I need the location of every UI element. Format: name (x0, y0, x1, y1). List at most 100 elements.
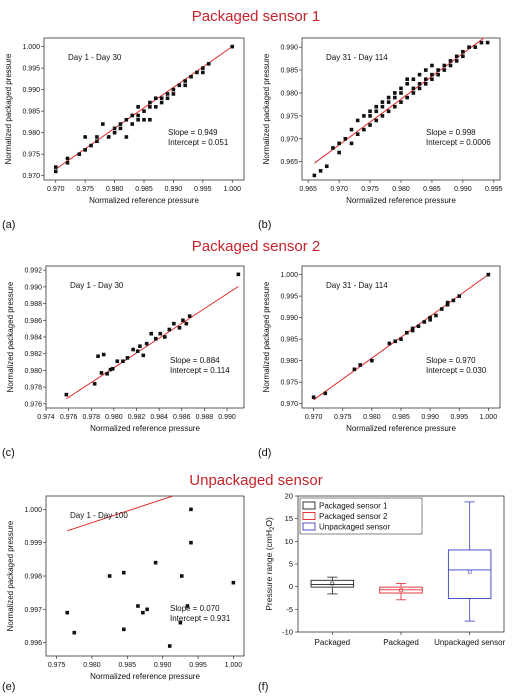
data-point (189, 540, 193, 545)
panel-label: (d) (258, 447, 271, 459)
data-point (159, 96, 164, 101)
data-point (65, 160, 70, 165)
fit-line (313, 274, 489, 401)
x-tick-label: 0.985 (119, 662, 137, 669)
fit-line (314, 38, 485, 164)
x-axis-label: Normalized reference pressure (89, 196, 199, 205)
data-point (105, 371, 109, 376)
y-axis-label-subscript: 2 (270, 526, 276, 530)
y-tick-label: -5 (286, 605, 293, 614)
data-point (358, 363, 363, 367)
y-axis-label: Normalized packaged pressure (262, 53, 271, 164)
date-range-annotation: Day 1 - Day 30 (70, 281, 124, 290)
x-tick-label: 0.975 (76, 186, 94, 193)
data-point (368, 123, 372, 127)
chart-panel-a: (a) 0.970 0.975 0.980 0.985 0.990 0.995 1.000 0.… (0, 30, 256, 231)
y-tick-label: 0.965 (280, 159, 298, 166)
x-tick-label: 0.965 (299, 186, 317, 193)
intercept-annotation: Intercept = 0.931 (170, 614, 231, 623)
data-point (374, 104, 379, 109)
data-point (124, 117, 129, 122)
data-point (368, 114, 372, 118)
y-tick-label: 0.982 (24, 351, 42, 358)
y-tick-label: 0 (289, 582, 293, 591)
panel-label: (a) (2, 219, 15, 231)
x-tick-label: 0.986 (173, 414, 191, 421)
data-point (405, 330, 409, 335)
y-axis-label: Pressure range (cmH2O) (264, 517, 276, 611)
x-tick-label: 1.000 (225, 662, 243, 669)
data-point (95, 135, 99, 139)
data-point (165, 96, 170, 101)
data-point (230, 44, 235, 49)
data-point (185, 604, 190, 608)
data-point (130, 122, 135, 126)
x-tick-label: 0.995 (450, 414, 468, 421)
data-point (184, 321, 189, 326)
box-body (447, 549, 492, 599)
data-point (387, 341, 392, 346)
data-point (144, 341, 149, 346)
data-point (165, 92, 170, 96)
data-point (115, 359, 120, 364)
data-point (368, 109, 372, 114)
x-tick-label: 0.985 (423, 186, 441, 193)
data-point (106, 135, 111, 139)
x-tick-label: 0.974 (37, 414, 55, 421)
data-point (393, 91, 397, 95)
data-point (64, 392, 69, 397)
chart-panel-f: (f) -10 -5 0 5 10 15 20 Pressure range (cmH2O) Pa… (256, 492, 512, 694)
data-point (423, 82, 428, 86)
data-point (101, 122, 105, 126)
data-point (393, 339, 397, 344)
scatter-chart-c: (c) 0.974 0.976 0.978 0.980 0.982 0.984 0.986 0.… (2, 265, 245, 459)
data-point (436, 68, 440, 72)
data-point (451, 298, 456, 303)
data-point (121, 627, 126, 632)
y-tick-label: 10 (285, 537, 293, 546)
data-point (148, 100, 152, 105)
x-axis-label: Normalized reference pressure (346, 424, 456, 433)
scatter-chart-d: (d) 0.970 0.975 0.980 0.985 0.990 0.995 1.000 0.… (258, 265, 501, 459)
x-category-label: Unpackaged sensor (434, 638, 505, 647)
data-point (355, 132, 360, 136)
y-tick-label: 0.985 (280, 68, 298, 75)
data-point (167, 327, 172, 332)
data-point (163, 335, 167, 339)
data-point (172, 321, 176, 326)
y-tick-label: 0.996 (24, 640, 42, 647)
data-point (136, 604, 140, 608)
data-point (445, 300, 450, 305)
data-point (101, 352, 106, 357)
y-tick-label: 0.980 (24, 368, 42, 375)
data-point (399, 337, 403, 341)
data-point (181, 318, 185, 323)
data-point (399, 91, 403, 95)
data-point (349, 141, 354, 146)
legend-frame (299, 497, 423, 535)
y-tick-label: 1.000 (22, 44, 40, 51)
panel-label: (b) (258, 219, 271, 231)
data-point (158, 331, 163, 336)
y-tick-label: 0.978 (24, 385, 42, 392)
data-point (454, 59, 459, 63)
data-point (107, 574, 112, 578)
box-mean-marker (467, 569, 472, 574)
data-point (423, 68, 428, 72)
data-point (430, 77, 434, 82)
x-tick-label: 0.980 (83, 662, 101, 669)
x-tick-label: 0.980 (105, 414, 123, 421)
data-point (130, 113, 135, 118)
data-point (177, 326, 182, 330)
data-point (141, 353, 146, 358)
y-tick-label: 0.970 (280, 136, 298, 143)
y-tick-label: 0.997 (24, 607, 42, 614)
data-point (135, 349, 140, 353)
y-axis-label: Normalized packaged pressure (4, 53, 13, 164)
data-point (153, 96, 158, 101)
data-point (189, 74, 193, 79)
data-point (206, 62, 211, 66)
data-point (467, 45, 471, 49)
x-tick-label: 0.990 (454, 186, 472, 193)
